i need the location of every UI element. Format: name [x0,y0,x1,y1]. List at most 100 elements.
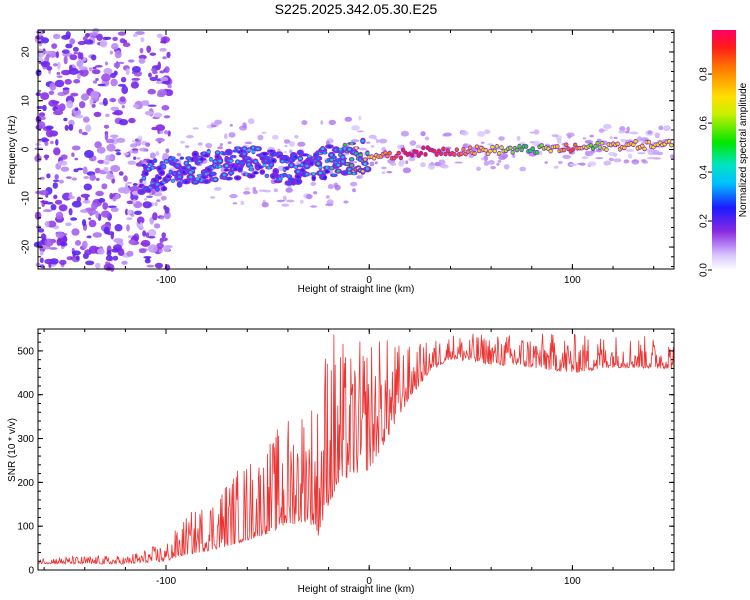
xtick-label: 100 [564,275,581,286]
halo-blob [402,167,412,174]
halo-blob [608,157,614,162]
noise-blob [77,72,81,80]
noise-blob [149,76,158,82]
halo-blob [625,149,635,152]
noise-blob [102,202,109,210]
halo-blob [627,153,633,159]
noise-blob [133,156,137,160]
ridge-core-blob [354,152,358,155]
ridge-core-blob [488,149,492,153]
halo-blob [350,139,360,143]
halo-blob [378,138,388,144]
snr-ytick-label: 0 [28,566,34,577]
ridge-core-blob [229,171,233,175]
halo-blob [420,162,426,168]
ridge-core-blob [325,170,329,173]
noise-blob [38,112,46,117]
noise-blob [90,90,100,99]
noise-blob [55,211,64,220]
halo-blob [282,195,287,202]
ridge-core-blob [365,167,369,170]
ridge-core-blob [336,163,340,167]
halo-blob [390,162,397,166]
noise-blob [103,226,110,235]
halo-blob [325,195,330,199]
ridge-core-blob [640,144,644,148]
noise-blob [81,209,87,213]
halo-blob [143,198,148,201]
halo-blob [654,132,660,139]
noise-blob [64,78,72,85]
halo-blob [477,131,485,137]
ridge-core-blob [218,165,222,168]
noise-blob [166,51,171,59]
halo-blob [374,161,378,165]
noise-blob [82,200,91,204]
halo-blob [277,148,281,153]
halo-blob [285,187,293,193]
noise-blob [71,152,75,157]
halo-blob [139,147,149,152]
halo-blob [551,134,559,138]
halo-blob [263,189,272,193]
noise-blob [88,67,93,72]
ridge-core-blob [350,164,354,167]
ridge-core-blob [294,155,298,159]
ridge-core-blob [296,175,300,178]
halo-blob [327,183,334,190]
noise-blob [155,80,164,85]
ridge-core-blob [318,166,322,169]
noise-blob [159,238,164,244]
halo-blob [287,185,292,189]
halo-blob [116,137,126,143]
colorbar-tick-label: 0.2 [699,214,710,228]
noise-blob [60,166,70,172]
noise-blob [152,212,158,221]
ridge-core-blob [260,170,264,174]
noise-blob [68,208,73,216]
ridge-core-blob [184,180,188,184]
ridge-core-blob [289,164,293,167]
halo-blob [283,139,291,144]
ridge-core-blob [153,178,157,182]
noise-blob [40,200,49,204]
ridge-core-blob [484,148,488,152]
ridge-core-blob [330,166,334,170]
noise-blob [59,259,67,265]
halo-blob [289,149,293,154]
halo-blob [444,146,452,150]
halo-blob [179,140,186,144]
halo-blob [283,151,288,154]
ridge-core-blob [461,147,466,151]
noise-blob [146,195,153,199]
halo-blob [408,156,416,162]
halo-blob [132,150,139,154]
ridge-core-blob [520,148,524,152]
halo-blob [210,124,217,128]
noise-blob [82,116,90,123]
noise-blob [147,88,156,95]
ridge-core-blob [202,175,206,179]
halo-blob [430,161,434,166]
halo-blob [409,140,415,146]
ridge-core-blob [336,169,340,173]
noise-blob [156,199,161,202]
halo-blob [271,134,279,140]
ridge-core-blob [189,175,193,179]
noise-blob [74,107,79,111]
ridge-core-blob [365,152,369,155]
halo-blob [248,118,255,125]
halo-blob [209,196,216,199]
halo-blob [579,162,586,166]
noise-blob [140,239,151,247]
halo-blob [350,181,358,187]
noise-blob [73,108,82,117]
noise-blob [71,250,81,256]
noise-blob [53,194,58,200]
ridge-core-blob [298,157,302,160]
snr-xtick-label: -100 [156,576,176,587]
halo-blob [126,217,133,221]
noise-blob [46,173,51,179]
snr-ytick-label: 200 [17,478,34,489]
noise-blob [146,45,152,53]
